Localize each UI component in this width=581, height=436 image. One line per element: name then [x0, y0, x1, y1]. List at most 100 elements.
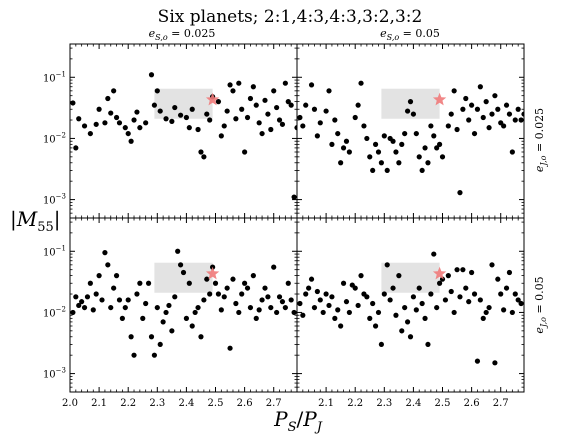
data-point [175, 248, 181, 254]
data-point [192, 309, 198, 316]
data-point [247, 304, 254, 311]
data-point [317, 120, 323, 126]
data-point [460, 267, 466, 273]
data-point [119, 315, 125, 321]
data-point [233, 300, 239, 307]
data-point [506, 269, 513, 276]
data-point [108, 304, 114, 311]
data-point [79, 299, 85, 305]
data-point [332, 117, 338, 123]
data-point [230, 88, 236, 94]
data-point [201, 154, 207, 160]
data-point [402, 304, 408, 311]
data-point [372, 141, 379, 147]
data-point [431, 251, 437, 257]
data-point [346, 309, 352, 316]
data-point [454, 267, 460, 273]
data-point [474, 358, 481, 364]
data-point [70, 100, 76, 106]
data-point [137, 125, 143, 131]
data-point [81, 123, 88, 129]
data-point [413, 307, 419, 313]
data-point [521, 111, 524, 117]
x-tick-label: 2.2 [347, 398, 363, 409]
data-point [308, 82, 315, 88]
data-point [81, 304, 88, 311]
data-point [434, 145, 440, 151]
data-point [195, 126, 201, 133]
panel-r1-c1: 2.1 2.2 2.3 2.4 2.5 2.6 2.7 [296, 217, 525, 409]
data-point [509, 149, 515, 155]
data-point [244, 114, 251, 121]
data-point [370, 167, 376, 174]
data-point [512, 291, 518, 297]
data-point [439, 154, 446, 160]
data-point [495, 276, 501, 282]
target-star-marker [432, 266, 447, 280]
data-point [358, 273, 364, 279]
data-point [212, 280, 219, 286]
data-point [76, 302, 82, 309]
data-point [116, 120, 123, 126]
data-point [422, 145, 428, 151]
data-point [259, 130, 265, 137]
data-point [96, 273, 102, 279]
data-point [250, 273, 256, 279]
data-point [166, 302, 172, 309]
data-point [364, 294, 370, 300]
data-point [279, 121, 286, 127]
data-point [306, 285, 312, 291]
highlight-box [154, 262, 213, 293]
data-point [428, 291, 434, 297]
data-point [76, 116, 82, 122]
data-point [154, 88, 160, 94]
data-point [207, 291, 213, 297]
data-point [483, 309, 489, 316]
data-point [460, 106, 466, 112]
data-point [262, 97, 268, 103]
data-point [84, 294, 91, 300]
data-point [218, 133, 224, 139]
panels-group: 10−310−210−110−310−210−12.0 2.1 2.2 2.3 2.4 2… [43, 43, 525, 409]
data-point [303, 291, 309, 297]
data-point [498, 291, 504, 297]
data-point [204, 111, 210, 117]
data-point [352, 114, 358, 121]
data-point [515, 106, 521, 112]
data-point [215, 99, 222, 105]
data-point [242, 280, 248, 286]
data-point [404, 319, 411, 325]
data-point [492, 93, 498, 99]
data-point [253, 315, 259, 321]
data-point [137, 280, 143, 286]
x-tick-label: 2.6 [237, 398, 253, 409]
data-point [501, 307, 507, 313]
y-tick-label: 10−1 [43, 244, 66, 258]
data-point [358, 80, 364, 86]
data-point [96, 106, 102, 112]
data-point [131, 117, 137, 123]
panel-r1-c0: 10−3 10−2 10−1 2.0 2.1 2.2 2.3 2.4 2.5 2.6 2.7 [43, 217, 298, 409]
data-point [154, 304, 160, 311]
data-point [323, 108, 329, 114]
data-point [242, 149, 248, 155]
data-point [157, 108, 163, 114]
data-point [332, 315, 338, 321]
data-point [425, 160, 431, 166]
x-tick-label: 2.1 [91, 398, 107, 409]
target-star-marker [205, 92, 220, 106]
data-point [87, 280, 93, 286]
data-point [102, 120, 108, 126]
data-point [434, 304, 440, 311]
data-point [189, 323, 195, 329]
data-point [457, 190, 463, 196]
y-tick-label: 10−2 [43, 305, 66, 319]
data-point [335, 307, 341, 313]
data-point [381, 133, 387, 139]
y-axis-label: |M55| [10, 207, 61, 235]
data-point [343, 299, 350, 305]
data-point [466, 117, 472, 123]
data-point [172, 294, 178, 300]
panel-r0-c1 [296, 43, 525, 219]
data-point [471, 291, 478, 297]
